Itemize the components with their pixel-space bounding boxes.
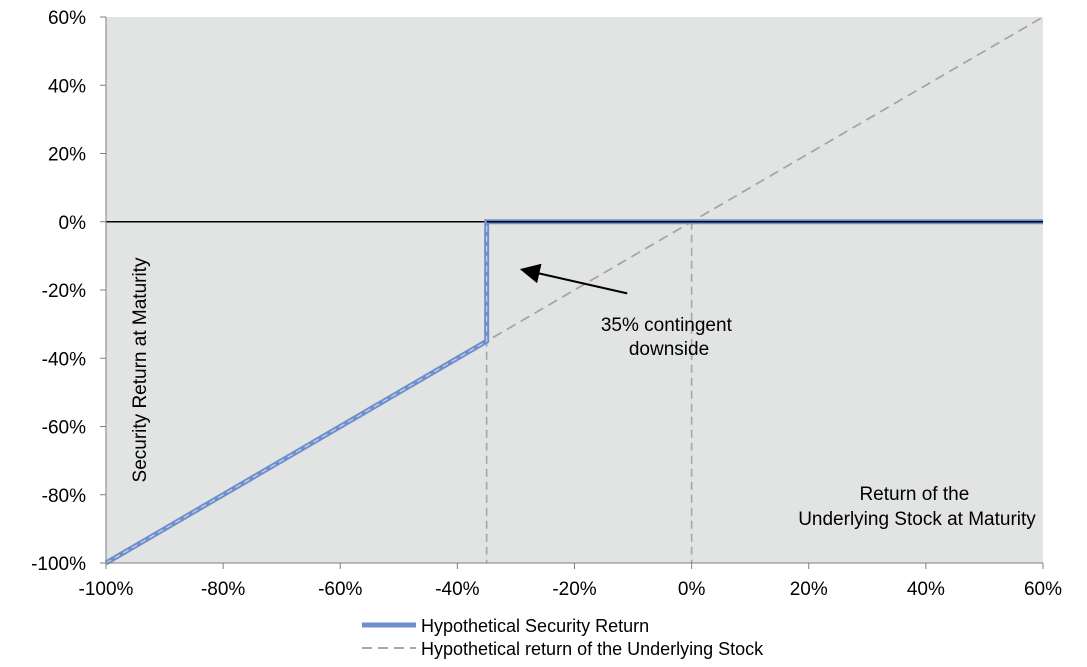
y-axis-ticks: 60% 40% 20% 0% -20% -40% -60% -80% -100% — [31, 8, 106, 575]
y-axis-label: Security Return at Maturity — [130, 257, 151, 482]
y-tick-label: -20% — [42, 281, 86, 302]
x-axis-label-line-1: Return of the — [859, 484, 969, 505]
y-tick-label: -60% — [42, 418, 86, 439]
y-tick-label: 40% — [48, 76, 86, 97]
legend-label-security: Hypothetical Security Return — [421, 616, 649, 636]
legend: Hypothetical Security Return Hypothetica… — [362, 616, 764, 659]
y-tick-label: -80% — [42, 486, 86, 507]
x-tick-label: -60% — [318, 579, 362, 600]
x-axis-label-line-2: Underlying Stock at Maturity — [798, 509, 1036, 530]
x-tick-label: 60% — [1024, 579, 1062, 600]
series-line-security-inner — [105, 221, 1043, 564]
y-tick-label: 0% — [59, 213, 87, 234]
annotation-arrow — [519, 263, 628, 295]
x-axis-label: Return of the Underlying Stock at Maturi… — [798, 484, 1036, 530]
y-tick-label: -100% — [31, 554, 86, 575]
x-tick-label: 0% — [678, 579, 706, 600]
legend-label-underlying: Hypothetical return of the Underlying St… — [421, 639, 764, 659]
x-tick-label: -80% — [201, 579, 245, 600]
x-axis-ticks: -100% -80% -60% -40% -20% 0% 20% 40% 60% — [79, 563, 1062, 600]
x-tick-label: -40% — [435, 579, 479, 600]
y-tick-label: -40% — [42, 349, 86, 370]
x-tick-label: 20% — [790, 579, 828, 600]
x-tick-label: -20% — [552, 579, 596, 600]
x-tick-label: 40% — [907, 579, 945, 600]
annotation-line-2: downside — [629, 339, 709, 360]
series-layer — [104, 16, 1044, 566]
x-tick-label: -100% — [79, 579, 134, 600]
y-tick-label: 20% — [48, 145, 86, 166]
annotation-line-1: 35% contingent — [601, 315, 733, 336]
annotation-text: 35% contingent downside — [601, 315, 737, 360]
y-tick-label: 60% — [48, 8, 86, 29]
